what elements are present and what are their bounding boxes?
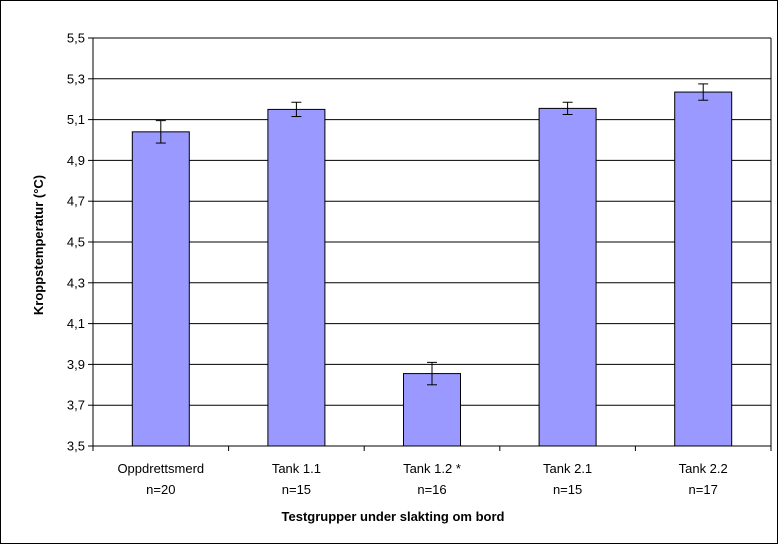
x-category-label: Oppdrettsmerd [117, 461, 204, 476]
x-tick-labels: Oppdrettsmerd n=20 Tank 1.1 n=15 Tank 1.2 * n… [117, 461, 727, 497]
y-tick-label: 4,3 [67, 275, 85, 290]
bar [131, 131, 190, 447]
y-tick-label: 3,9 [67, 357, 85, 372]
x-category-n-label: n=17 [689, 482, 718, 497]
y-tick-labels: 3,5 3,7 3,9 4,1 4,3 4,5 4,7 4,9 5,1 5,3 5,5 [67, 31, 85, 454]
y-tick-label: 4,5 [67, 235, 85, 250]
y-tick-label: 4,1 [67, 316, 85, 331]
error-bar [698, 83, 709, 101]
x-category-label: Tank 1.1 [272, 461, 321, 476]
x-category-label: Tank 2.1 [543, 461, 592, 476]
bar [403, 373, 461, 447]
error-bar [427, 361, 437, 386]
bar [538, 107, 597, 447]
y-tick-label: 5,3 [67, 71, 85, 86]
x-category-n-label: n=20 [146, 482, 175, 497]
x-category-label: Tank 1.2 * [403, 461, 461, 476]
error-bar [291, 101, 302, 118]
bar [674, 91, 733, 447]
x-category-n-label: n=15 [553, 482, 582, 497]
x-axis-title: Testgrupper under slakting om bord [282, 509, 505, 524]
y-tick-label: 5,1 [67, 112, 85, 127]
x-category-label: Tank 2.2 [679, 461, 728, 476]
axes [88, 37, 772, 451]
x-category-n-label: n=16 [417, 482, 446, 497]
bars [131, 91, 733, 447]
error-bars [155, 83, 709, 386]
y-axis-title: Kroppstemperatur (°C) [31, 175, 46, 315]
y-tick-label: 3,5 [67, 439, 85, 454]
y-tick-label: 4,7 [67, 194, 85, 209]
y-tick-label: 4,9 [67, 153, 85, 168]
bar [267, 108, 326, 447]
error-bar [155, 120, 166, 144]
x-category-n-label: n=15 [282, 482, 311, 497]
y-tick-label: 3,7 [67, 398, 85, 413]
error-bar [562, 101, 573, 115]
y-tick-label: 5,5 [67, 31, 85, 46]
